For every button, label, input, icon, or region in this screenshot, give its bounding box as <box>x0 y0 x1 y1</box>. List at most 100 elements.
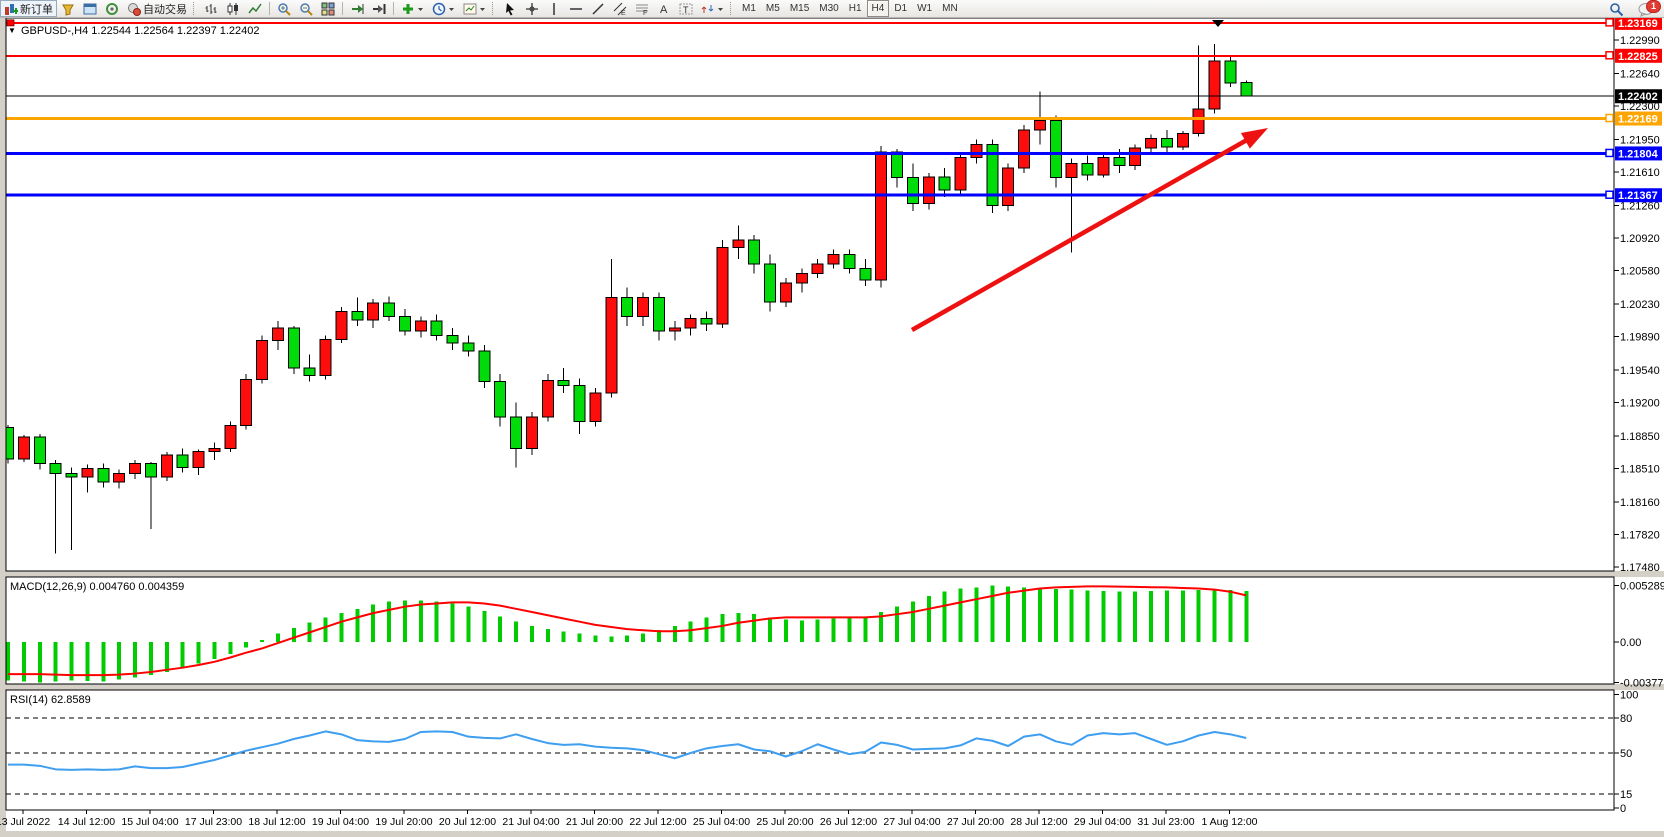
auto-scroll-button[interactable] <box>346 0 368 17</box>
main-price-panel[interactable] <box>3 19 1615 554</box>
price-tick-label: 1.20580 <box>1620 266 1660 278</box>
bear-candle <box>6 426 14 460</box>
time-tick-label: 19 Jul 20:00 <box>375 816 432 828</box>
timeframe-m1-button[interactable]: M1 <box>742 3 756 14</box>
toolbar-separator <box>393 2 394 15</box>
zoom-in-button[interactable] <box>273 0 295 17</box>
line-chart-button[interactable] <box>244 0 266 17</box>
time-tick-label: 15 Jul 04:00 <box>121 816 178 828</box>
chart-expand-icon[interactable]: ▼ <box>8 26 16 35</box>
fibonacci-icon: F <box>635 2 649 16</box>
bull-candle <box>684 317 697 329</box>
market-watch-button[interactable] <box>79 0 101 17</box>
search-button[interactable] <box>1605 1 1628 18</box>
charts-profile-icon-icon <box>61 2 75 16</box>
vertical-line-icon <box>547 2 561 16</box>
bull-candle <box>922 176 935 205</box>
price-tick-label: 1.22300 <box>1620 101 1660 113</box>
timeframe-h1-button[interactable]: H1 <box>848 3 862 14</box>
price-tick-label: 1.21610 <box>1620 167 1660 179</box>
indicators-button[interactable] <box>397 0 428 17</box>
hline-left-anchor[interactable] <box>6 19 15 27</box>
window-bottom-edge <box>0 831 1664 837</box>
toolbar-separator <box>269 2 270 15</box>
bear-candle <box>383 302 395 317</box>
market-watch-icon-icon <box>83 2 97 16</box>
timeframe-d1-button[interactable]: D1 <box>894 3 908 14</box>
svg-text:E: E <box>621 10 626 16</box>
timeframe-m15-button[interactable]: M15 <box>789 3 810 14</box>
autotrading-button[interactable]: 自动交易 <box>123 0 191 17</box>
text-button[interactable]: A <box>653 0 675 17</box>
bear-candle <box>303 367 316 377</box>
arrows-icon <box>701 2 715 16</box>
rsi-panel[interactable] <box>6 717 1614 795</box>
crosshair-button[interactable] <box>521 0 543 17</box>
chart-shift-button[interactable] <box>368 0 390 17</box>
macd-axis-label: 0.005289 <box>1620 580 1664 592</box>
new-order-icon <box>4 2 18 16</box>
price-tick-label: 1.18160 <box>1620 497 1660 509</box>
candlestick-series[interactable] <box>3 43 1253 554</box>
cursor-icon <box>503 2 517 16</box>
bear-candle <box>287 327 300 369</box>
crosshair-icon <box>525 2 539 16</box>
svg-text:1.21367: 1.21367 <box>1618 190 1658 202</box>
chart-shift-marker[interactable] <box>1212 20 1224 27</box>
data-window-button[interactable] <box>101 0 123 17</box>
chevron-down-icon <box>717 2 724 16</box>
timeframe-m30-button[interactable]: M30 <box>819 3 839 14</box>
panel-splitter-1[interactable] <box>0 571 1664 577</box>
chevron-down-icon <box>448 2 455 16</box>
periods-button[interactable] <box>428 0 459 17</box>
periods-icon <box>432 2 446 16</box>
time-axis[interactable]: 13 Jul 2022 14 Jul 12:00 15 Jul 04:00 17 Ju… <box>0 810 1258 828</box>
timeframe-m5-button[interactable]: M5 <box>765 3 780 14</box>
vertical-line-button[interactable] <box>543 0 565 17</box>
bear-candle <box>1240 82 1253 97</box>
rsi-axis-label: 15 <box>1620 789 1632 801</box>
auto-scroll-icon <box>350 2 364 16</box>
bear-candle <box>748 239 761 265</box>
timeframe-w1-button[interactable]: W1 <box>917 3 933 14</box>
text-label-button[interactable]: T <box>675 0 697 17</box>
zoom-out-button[interactable] <box>295 0 317 17</box>
data-window-icon-icon <box>105 2 119 16</box>
time-tick-label: 14 Jul 12:00 <box>58 816 115 828</box>
notifications-button[interactable]: 1 <box>1634 0 1661 18</box>
charts-profile-button[interactable] <box>57 0 79 17</box>
horizontal-line-button[interactable] <box>565 0 587 17</box>
bull-candle <box>208 447 221 452</box>
timeframe-mn-button[interactable]: MN <box>942 3 958 14</box>
fibonacci-button[interactable]: F <box>631 0 653 17</box>
timeframe-h4-button[interactable]: H4 <box>866 0 890 17</box>
templates-button[interactable] <box>459 0 490 17</box>
rsi-axis-label: 50 <box>1620 748 1632 760</box>
bear-candle <box>33 436 46 465</box>
panel-border <box>5 17 1615 572</box>
price-badge-1.21367: 1.21367 <box>1605 188 1662 203</box>
new-order-button[interactable]: 新订单 <box>0 0 57 17</box>
panel-splitter-2[interactable] <box>0 684 1664 690</box>
bear-candle <box>764 263 776 303</box>
time-tick-label: 17 Jul 23:00 <box>185 816 242 828</box>
trendline-button[interactable] <box>587 0 609 17</box>
arrows-button[interactable] <box>697 0 728 17</box>
price-tick-label: 1.19890 <box>1620 332 1660 344</box>
candlestick-chart-button[interactable] <box>222 0 244 17</box>
bear-candle <box>510 416 522 449</box>
bear-candle <box>652 296 665 332</box>
cursor-button[interactable] <box>499 0 521 17</box>
trend-arrow[interactable] <box>910 128 1268 332</box>
time-tick-label: 21 Jul 20:00 <box>566 816 623 828</box>
tile-windows-button[interactable] <box>317 0 339 17</box>
bear-candle <box>49 463 62 474</box>
equidistant-channel-button[interactable]: E <box>609 0 631 17</box>
bull-candle <box>954 157 967 191</box>
bar-chart-button[interactable] <box>200 0 222 17</box>
bear-candle <box>1049 119 1062 179</box>
macd-panel[interactable] <box>6 585 1249 683</box>
rsi-line <box>8 730 1247 771</box>
price-axis[interactable]: 1.22990 1.22640 1.22300 1.21950 1.21610 1.212… <box>1605 15 1664 815</box>
